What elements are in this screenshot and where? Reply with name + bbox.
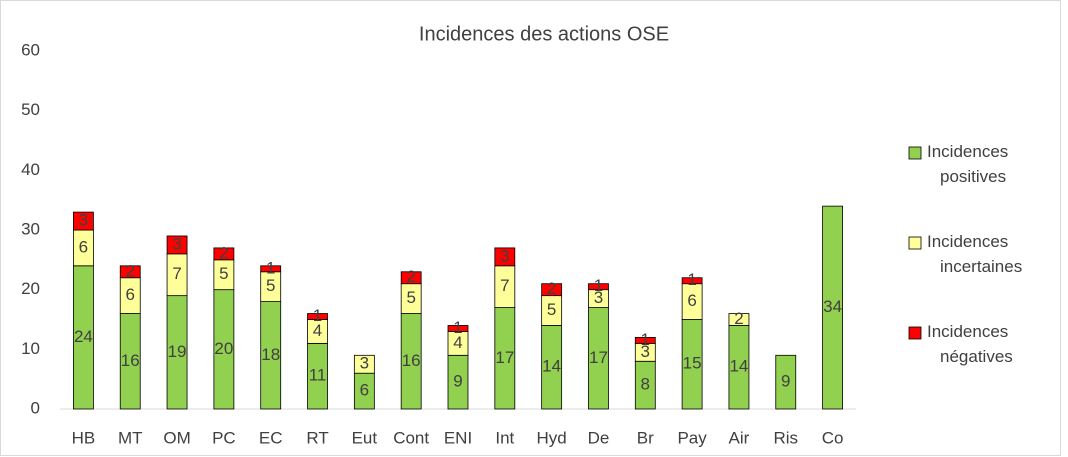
x-tick-label: Air xyxy=(729,428,750,447)
x-tick-label: Eut xyxy=(352,428,378,447)
bar-segment xyxy=(541,283,563,297)
bar-segment xyxy=(307,313,328,320)
data-label: 3 xyxy=(172,234,181,253)
y-tick-label: 0 xyxy=(31,398,40,417)
x-tick-label: Co xyxy=(822,428,844,447)
legend-swatch xyxy=(908,326,922,340)
data-label: 9 xyxy=(781,372,790,391)
data-label: 3 xyxy=(641,342,650,361)
data-label: 5 xyxy=(219,264,228,283)
data-label: 3 xyxy=(500,246,509,265)
data-label: 3 xyxy=(360,354,369,373)
x-tick-label: Ris xyxy=(773,428,798,447)
y-tick-label: 60 xyxy=(21,40,40,59)
data-label: 20 xyxy=(214,339,233,358)
bar-segment xyxy=(728,313,750,326)
x-tick-label: Hyd xyxy=(537,428,567,447)
bar-segment xyxy=(634,336,656,344)
data-label: 6 xyxy=(360,381,369,400)
bar-segment xyxy=(775,354,797,410)
data-label: 2 xyxy=(547,279,556,298)
data-label: 18 xyxy=(261,345,280,364)
bar-segment xyxy=(822,205,843,410)
bar-segment xyxy=(494,247,516,267)
legend-label: Incidences incertaines xyxy=(927,232,1022,276)
bar-segment xyxy=(119,265,141,279)
data-label: 2 xyxy=(734,309,743,328)
bar-segment xyxy=(447,325,469,332)
bar-segment xyxy=(353,354,375,374)
x-tick-label: Cont xyxy=(393,428,429,447)
data-label: 2 xyxy=(406,267,415,286)
data-label: 17 xyxy=(589,348,608,367)
data-label: 16 xyxy=(402,351,421,370)
data-label: 1 xyxy=(313,306,322,325)
data-label: 3 xyxy=(79,211,88,230)
x-tick-label: EC xyxy=(259,428,283,447)
legend-swatch xyxy=(908,236,922,250)
data-label: 6 xyxy=(687,291,696,310)
data-label: 34 xyxy=(823,297,842,316)
data-label: 15 xyxy=(683,354,702,373)
legend-label: Incidences positives xyxy=(927,142,1008,186)
bar-segment xyxy=(73,211,94,231)
legend-swatch xyxy=(908,146,922,160)
data-label: 4 xyxy=(313,321,322,340)
data-label: 14 xyxy=(542,357,561,376)
y-tick-label: 50 xyxy=(21,100,40,119)
data-label: 4 xyxy=(453,333,462,352)
x-tick-label: MT xyxy=(118,428,143,447)
data-label: 1 xyxy=(453,318,462,337)
data-label: 14 xyxy=(729,357,748,376)
x-tick-label: De xyxy=(588,428,610,447)
data-label: 24 xyxy=(74,327,93,346)
data-label: 2 xyxy=(219,243,228,262)
y-tick-label: 40 xyxy=(21,160,40,179)
chart-title: Incidences des actions OSE xyxy=(419,23,669,45)
data-label: 3 xyxy=(594,288,603,307)
bar-segment xyxy=(213,247,235,261)
x-tick-label: RT xyxy=(306,428,328,447)
data-label: 2 xyxy=(126,261,135,280)
data-label: 6 xyxy=(126,285,135,304)
x-tick-label: PC xyxy=(212,428,236,447)
x-tick-label: HB xyxy=(72,428,96,447)
data-label: 5 xyxy=(406,288,415,307)
data-label: 19 xyxy=(168,342,187,361)
data-label: 9 xyxy=(453,372,462,391)
data-label: 1 xyxy=(687,270,696,289)
x-tick-label: Pay xyxy=(677,428,707,447)
data-label: 8 xyxy=(641,375,650,394)
x-tick-label: OM xyxy=(163,428,190,447)
x-tick-label: ENI xyxy=(444,428,472,447)
data-label: 16 xyxy=(121,351,140,370)
data-label: 5 xyxy=(266,276,275,295)
y-tick-label: 30 xyxy=(21,219,40,238)
data-label: 6 xyxy=(79,237,88,256)
data-label: 17 xyxy=(495,348,514,367)
bar-segment xyxy=(400,271,422,285)
bar-segment xyxy=(260,265,282,273)
data-label: 11 xyxy=(309,366,327,385)
data-label: 7 xyxy=(172,264,181,283)
x-tick-label: Int xyxy=(495,428,514,447)
data-label: 1 xyxy=(266,258,275,277)
data-label: 5 xyxy=(547,300,556,319)
bar-segment xyxy=(166,235,188,255)
data-label: 1 xyxy=(641,330,650,349)
bar-segment xyxy=(681,277,703,285)
y-tick-label: 10 xyxy=(21,339,40,358)
data-label: 7 xyxy=(500,276,509,295)
y-tick-label: 20 xyxy=(21,279,40,298)
legend-label: Incidences négatives xyxy=(927,322,1013,366)
data-label: 1 xyxy=(594,276,603,295)
bar-segment xyxy=(588,283,609,291)
x-tick-label: Br xyxy=(637,428,654,447)
